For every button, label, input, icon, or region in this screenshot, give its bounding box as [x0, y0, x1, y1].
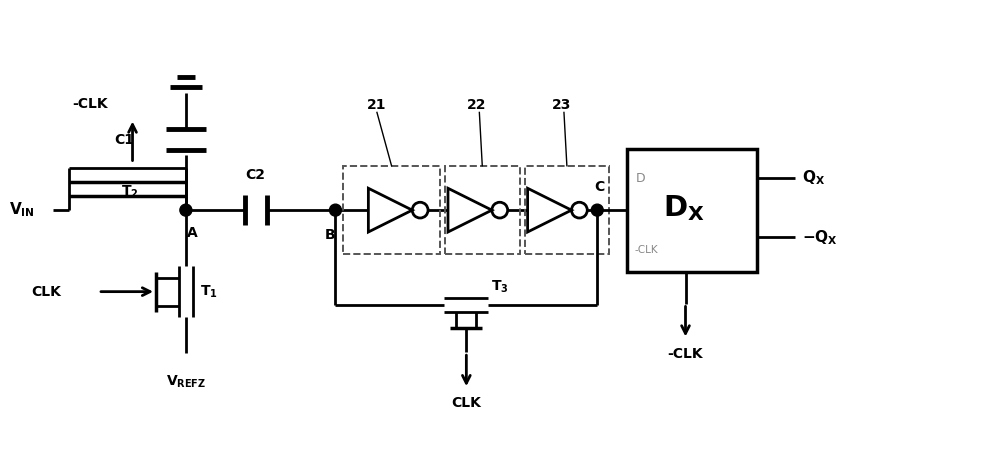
Text: -CLK: -CLK	[634, 245, 658, 254]
Text: $\mathbf{V_{REFZ}}$: $\mathbf{V_{REFZ}}$	[166, 373, 206, 390]
Bar	[343, 166, 440, 254]
Text: -CLK: -CLK	[73, 97, 108, 111]
Text: C: C	[594, 180, 604, 194]
Text: 23: 23	[552, 98, 571, 112]
Text: CLK: CLK	[451, 396, 481, 410]
Text: D: D	[636, 172, 646, 185]
Text: $\mathbf{V_{IN}}$: $\mathbf{V_{IN}}$	[9, 201, 35, 219]
Text: 21: 21	[367, 98, 386, 112]
Bar	[445, 166, 520, 254]
Text: $\mathbf{T_2}$: $\mathbf{T_2}$	[121, 184, 138, 200]
Text: $\mathbf{T_1}$: $\mathbf{T_1}$	[200, 284, 218, 300]
Text: $\mathbf{D_X}$: $\mathbf{D_X}$	[663, 193, 705, 223]
Text: $\mathbf{Q_X}$: $\mathbf{Q_X}$	[802, 169, 825, 187]
Text: CLK: CLK	[31, 285, 61, 299]
Text: C2: C2	[246, 168, 266, 182]
Text: $\mathbf{T_3}$: $\mathbf{T_3}$	[491, 278, 509, 295]
Circle shape	[180, 204, 192, 216]
Text: $\mathbf{-Q_X}$: $\mathbf{-Q_X}$	[802, 228, 838, 246]
Text: C1: C1	[114, 133, 134, 146]
Bar	[525, 166, 609, 254]
Circle shape	[591, 204, 603, 216]
Circle shape	[329, 204, 341, 216]
Text: A: A	[186, 226, 197, 240]
Bar	[627, 148, 757, 272]
Text: B: B	[325, 228, 336, 242]
Text: -CLK: -CLK	[668, 347, 703, 361]
Text: 22: 22	[467, 98, 487, 112]
